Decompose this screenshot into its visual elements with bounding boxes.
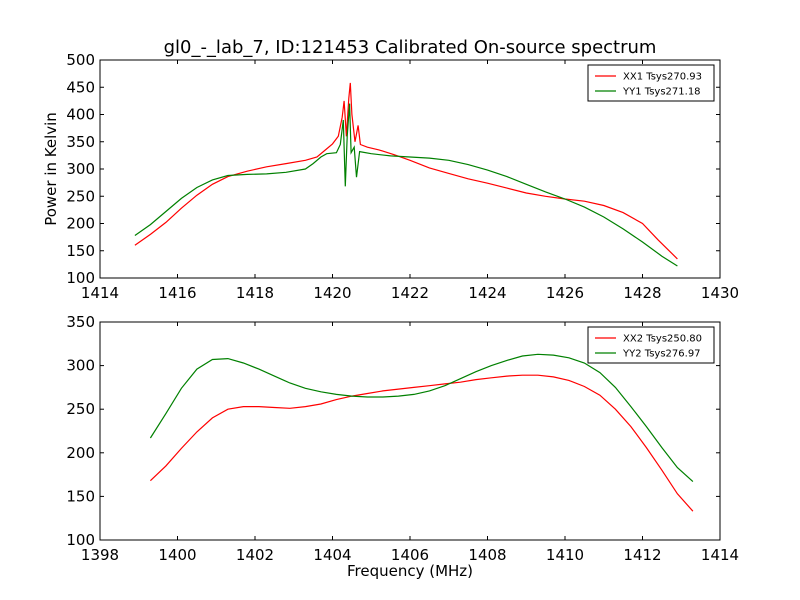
subplot-1: 1414 1416 1418 1420 1422 1424 1426 1428 1430 100 1… <box>42 51 739 302</box>
legend: XX1 Tsys270.93 YY1 Tsys271.18 <box>587 64 715 102</box>
y-tick-label: 200 <box>66 444 95 462</box>
y-tick-label: 500 <box>66 51 95 69</box>
x-tick-label: 1416 <box>158 284 196 302</box>
series-line-2 <box>149 353 694 483</box>
subplot-2: 1398 1400 1402 1404 1406 1408 1410 1412 1414 100 1… <box>66 313 739 580</box>
chart-title: gl0_-_lab_7, ID:121453 Calibrated On-sou… <box>164 37 657 58</box>
x-tick-label: 1428 <box>623 284 661 302</box>
x-tick-label: 1410 <box>546 546 584 564</box>
legend-box <box>587 326 715 364</box>
x-tick-label: 1400 <box>158 546 196 564</box>
x-tick-label: 1430 <box>701 284 739 302</box>
legend-entry: YY1 Tsys271.18 <box>622 87 701 98</box>
y-tick-label: 100 <box>66 269 95 287</box>
x-tick-label: 1424 <box>468 284 506 302</box>
y-tick-label: 200 <box>66 215 95 233</box>
series-line-1 <box>134 82 678 260</box>
y-tick-label: 250 <box>66 400 95 418</box>
x-tick-label: 1408 <box>468 546 506 564</box>
x-tick-label: 1412 <box>623 546 661 564</box>
y-tick-label: 400 <box>66 106 95 124</box>
x-tick-label: 1402 <box>236 546 274 564</box>
y-tick-label: 150 <box>66 242 95 260</box>
series-line-1 <box>149 374 694 512</box>
y-tick-label: 250 <box>66 187 95 205</box>
series-line-2 <box>134 103 678 267</box>
legend-entry: YY2 Tsys276.97 <box>622 349 701 360</box>
x-axis-label: Frequency (MHz) <box>347 562 473 580</box>
legend: XX2 Tsys250.80 YY2 Tsys276.97 <box>587 326 715 364</box>
x-tick-label: 1398 <box>81 546 119 564</box>
y-tick-label: 350 <box>66 313 95 331</box>
x-tick-label: 1418 <box>236 284 274 302</box>
x-tick-label: 1414 <box>81 284 119 302</box>
legend-entry: XX1 Tsys270.93 <box>623 72 702 83</box>
y-axis-label: Power in Kelvin <box>42 112 60 226</box>
y-tick-label: 350 <box>66 133 95 151</box>
y-tick-label: 100 <box>66 531 95 549</box>
plots: 1414 1416 1418 1420 1422 1424 1426 1428 14301001… <box>42 51 739 580</box>
x-tick-label: 1414 <box>701 546 739 564</box>
y-tick-label: 300 <box>66 160 95 178</box>
x-tick-label: 1404 <box>313 546 351 564</box>
x-tick-label: 1420 <box>313 284 351 302</box>
legend-box <box>587 64 715 102</box>
x-tick-label: 1422 <box>391 284 429 302</box>
y-tick-label: 450 <box>66 78 95 96</box>
x-tick-label: 1426 <box>546 284 584 302</box>
y-tick-label: 300 <box>66 357 95 375</box>
x-tick-label: 1406 <box>391 546 429 564</box>
y-tick-label: 150 <box>66 487 95 505</box>
legend-entry: XX2 Tsys250.80 <box>623 334 702 345</box>
